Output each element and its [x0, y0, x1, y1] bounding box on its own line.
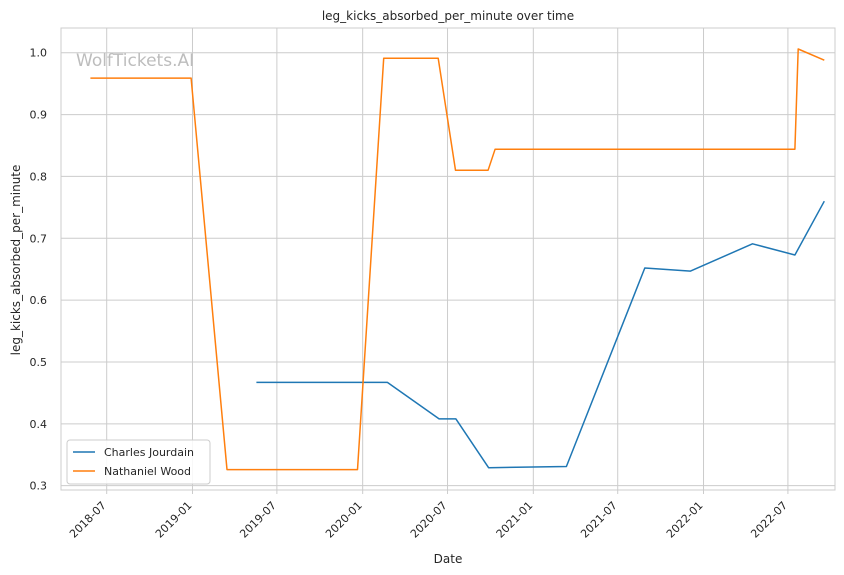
legend-label-1: Nathaniel Wood — [104, 465, 191, 478]
watermark-text: WolfTickets.AI — [76, 51, 194, 71]
x-tick-label: 2020-07 — [408, 499, 450, 541]
y-tick-label: 0.3 — [30, 480, 48, 493]
y-tick-label: 0.7 — [30, 232, 48, 245]
series-layer — [90, 48, 825, 471]
y-tick-label: 0.8 — [30, 170, 48, 183]
x-tick-label: 2021-07 — [578, 499, 620, 541]
y-tick-label: 0.9 — [30, 109, 48, 122]
x-tick-label: 2018-07 — [67, 499, 109, 541]
legend-box — [66, 439, 211, 485]
y-gridlines — [61, 52, 835, 487]
chart-title: leg_kicks_absorbed_per_minute over time — [322, 9, 574, 23]
x-tick-label: 2022-01 — [664, 499, 706, 541]
y-tick-label: 0.5 — [30, 356, 48, 369]
legend: Charles Jourdain Nathaniel Wood — [66, 439, 211, 485]
x-tick-label: 2020-01 — [323, 499, 365, 541]
y-tick-label: 0.6 — [30, 294, 48, 307]
y-tick-label: 1.0 — [30, 47, 48, 60]
series-line-1 — [90, 48, 825, 471]
y-tick-labels: 0.3 0.4 0.5 0.6 0.7 0.8 0.9 1.0 — [30, 47, 48, 493]
x-gridlines — [106, 28, 789, 490]
series-line-0 — [256, 200, 825, 469]
x-axis-label: Date — [434, 552, 463, 566]
x-tick-label: 2019-07 — [237, 499, 279, 541]
y-axis-label: leg_kicks_absorbed_per_minute — [9, 165, 23, 356]
legend-label-0: Charles Jourdain — [104, 446, 194, 459]
x-tick-label: 2022-07 — [748, 499, 790, 541]
x-tick-label: 2019-01 — [153, 499, 195, 541]
x-tick-labels: 2018-07 2019-01 2019-07 2020-01 2020-07 2021-… — [67, 490, 790, 541]
y-tick-label: 0.4 — [30, 418, 48, 431]
x-tick-label: 2021-01 — [494, 499, 536, 541]
